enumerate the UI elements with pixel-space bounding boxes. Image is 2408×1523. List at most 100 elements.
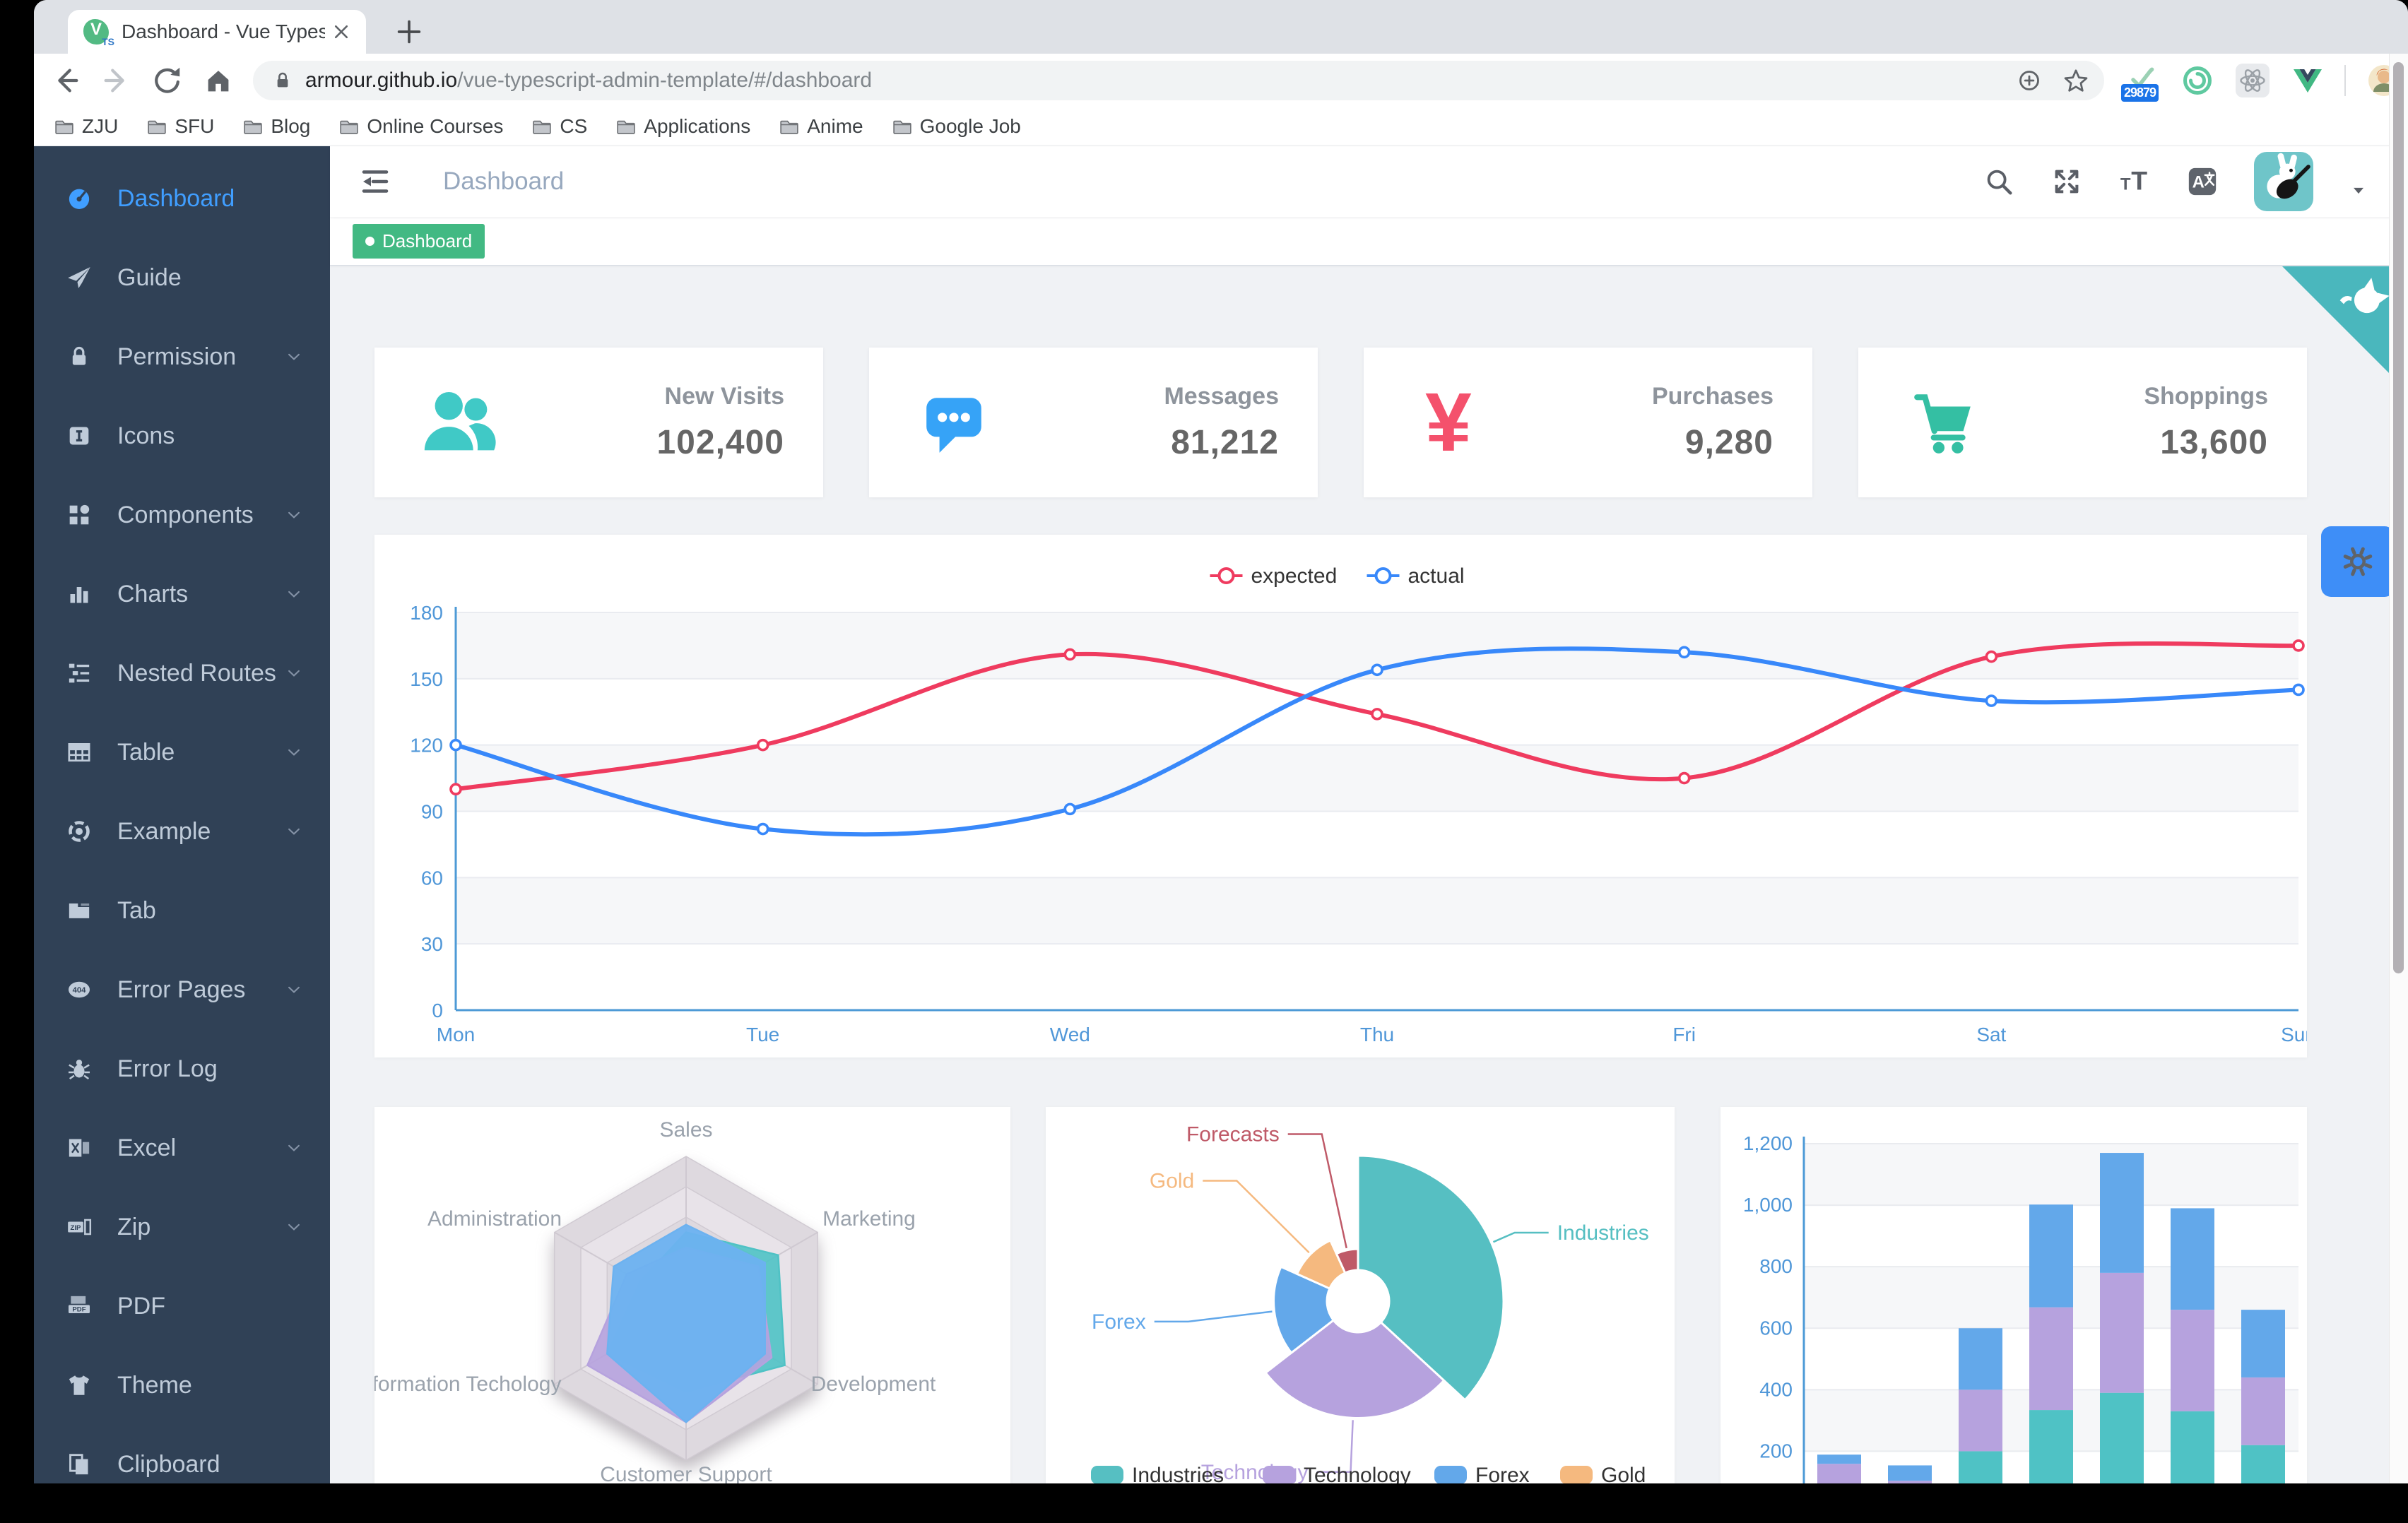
browser-tab[interactable]: VTS Dashboard - Vue Typescript Ad [68,10,366,54]
sidebar-item-excel[interactable]: Excel [34,1108,330,1187]
reload-icon[interactable] [151,64,184,97]
guide-icon [65,263,93,292]
sidebar-item-icons[interactable]: Icons [34,396,330,475]
tab-icon [65,896,93,925]
svg-text:A: A [2192,173,2205,192]
sidebar-item-theme[interactable]: Theme [34,1346,330,1425]
bug-icon [65,1055,93,1083]
address-bar[interactable]: armour.github.io/vue-typescript-admin-te… [253,61,2104,100]
sidebar-item-error-pages[interactable]: 404 Error Pages [34,950,330,1029]
card-value: 81,212 [1171,424,1279,461]
sidebar-item-label: Tab [117,896,156,924]
line-chart[interactable]: 0 30 60 90 120 150 180 Mon Tue Wed Thu Fri Sat Sun exp… [374,535,2316,1057]
new-tab-button[interactable] [393,16,425,48]
url-path: /vue-typescript-admin-template/#/dashboa… [457,69,873,92]
bookmark-star-icon[interactable] [2062,66,2090,95]
nested-icon [65,659,93,687]
sidebar-item-label: Theme [117,1371,192,1399]
extension-vue-icon[interactable] [2291,64,2325,97]
sidebar-item-zip[interactable]: ZIP Zip [34,1187,330,1267]
scrollbar-thumb[interactable] [2393,62,2404,973]
card-label: Shoppings [2144,383,2268,410]
bookmark-label: Online Courses [367,115,504,137]
svg-text:Forecasts: Forecasts [1186,1122,1280,1146]
sidebar-item-clipboard[interactable]: Clipboard [34,1425,330,1483]
theme-icon [65,1371,93,1399]
bookmark-item[interactable]: CS [531,115,587,138]
svg-text:1,200: 1,200 [1743,1132,1793,1154]
stat-card-messages[interactable]: Messages 81,212 [869,348,1318,497]
extension-check-icon[interactable]: 29879 [2121,64,2159,102]
forward-icon[interactable] [100,64,133,97]
svg-text:404: 404 [73,986,87,995]
stat-cards-row: New Visits 102,400 Messages 81,212 ¥ Purc… [374,348,2307,497]
breadcrumb: Dashboard [443,167,565,195]
translate-icon[interactable]: A [2186,165,2219,198]
sidebar-item-table[interactable]: Table [34,713,330,792]
stat-card-new-visits[interactable]: New Visits 102,400 [374,348,823,497]
svg-text:Sat: Sat [1976,1024,2006,1045]
clipboard-icon [65,1450,93,1478]
tag-dashboard[interactable]: Dashboard [353,223,485,259]
bookmark-item[interactable]: Anime [779,115,863,138]
zoom-plus-icon[interactable] [2015,66,2043,95]
bar-chart[interactable]: 200 400 600 800 1,000 1,200 [1721,1107,2307,1483]
fullscreen-icon[interactable] [2050,165,2083,198]
sidebar-item-permission[interactable]: Permission [34,317,330,396]
back-icon[interactable] [49,64,82,97]
extension-react-icon[interactable] [2236,64,2270,97]
sidebar-item-error-log[interactable]: Error Log [34,1029,330,1108]
bookmark-item[interactable]: Applications [615,115,750,138]
svg-text:Tue: Tue [746,1024,779,1045]
hamburger-icon[interactable] [358,165,392,198]
error-pages-icon: 404 [65,976,93,1004]
svg-text:PDF: PDF [72,1306,85,1314]
sidebar-item-label: Table [117,738,175,766]
sidebar-item-example[interactable]: Example [34,792,330,871]
bookmark-item[interactable]: Online Courses [338,115,503,138]
sidebar-item-dashboard[interactable]: Dashboard [34,159,330,238]
bookmark-item[interactable]: ZJU [54,115,118,138]
scrollbar-track[interactable] [2389,54,2408,1483]
caret-down-icon[interactable] [2349,181,2368,201]
tag-active-dot [365,236,374,246]
sidebar-item-components[interactable]: Components [34,475,330,555]
sidebar-item-guide[interactable]: Guide [34,238,330,317]
user-avatar[interactable] [2254,152,2313,211]
bookmark-item[interactable]: Blog [242,115,310,138]
home-icon[interactable] [202,64,235,97]
radar-chart[interactable]: Sales Administration Information Techology… [355,1107,1010,1483]
sidebar-item-charts[interactable]: Charts [34,555,330,634]
chevron-down-icon [283,663,305,684]
sidebar-item-label: Error Log [117,1055,218,1082]
chevron-down-icon [283,742,305,763]
stat-card-purchases[interactable]: ¥ Purchases 9,280 [1364,348,1812,497]
sidebar-item-label: Excel [117,1134,177,1161]
stat-card-shoppings[interactable]: Shoppings 13,600 [1858,348,2307,497]
chevron-down-icon [283,1216,305,1238]
pie-chart[interactable]: Industries Technology Forex Gold Forecasts In… [1046,1107,1675,1483]
message-icon [919,388,988,457]
sidebar-item-pdf[interactable]: PDF PDF [34,1267,330,1346]
svg-text:60: 60 [421,867,443,889]
search-icon[interactable] [1983,165,2015,198]
sidebar-item-tab[interactable]: Tab [34,871,330,950]
extension-swirl-icon[interactable] [2180,64,2214,97]
sidebar-item-label: Components [117,501,254,528]
svg-text:30: 30 [421,933,443,955]
svg-text:Sales: Sales [659,1118,712,1142]
chevron-down-icon [283,979,305,1000]
charts-icon [65,580,93,608]
bookmark-item[interactable]: SFU [146,115,214,138]
url-text: armour.github.io/vue-typescript-admin-te… [305,69,1997,93]
settings-button[interactable] [2321,526,2395,597]
svg-text:T: T [2120,175,2131,194]
tab-close-icon[interactable] [329,20,353,44]
url-host: armour.github.io [305,69,458,92]
bookmark-item[interactable]: Google Job [892,115,1021,138]
sidebar-item-label: Clipboard [117,1450,220,1478]
sidebar-item-nested-routes[interactable]: Nested Routes [34,634,330,713]
bookmark-label: CS [560,115,588,137]
sidebar-item-label: Example [117,817,211,845]
